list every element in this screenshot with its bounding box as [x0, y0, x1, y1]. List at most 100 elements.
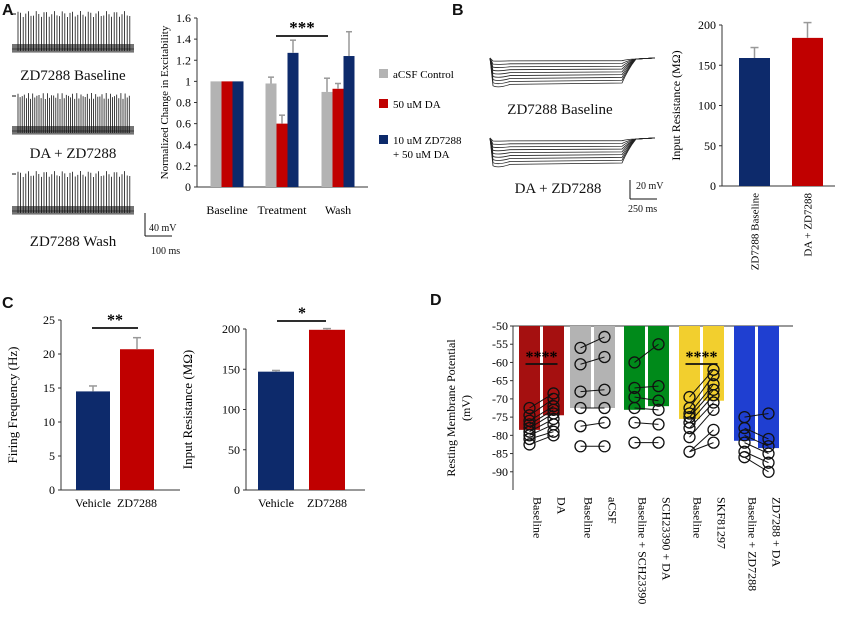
bar — [210, 81, 222, 187]
significance-marker: **** — [686, 349, 718, 366]
data-point — [598, 440, 611, 453]
y-axis-label-unit: (mV) — [459, 395, 473, 421]
y-tick-label: -55 — [492, 337, 508, 351]
x-tick-label: ZD7288 — [307, 496, 347, 510]
data-point — [683, 421, 696, 435]
trace-sweep — [489, 137, 656, 145]
bar — [570, 326, 591, 408]
data-point — [762, 432, 775, 446]
data-point — [707, 369, 720, 382]
data-point — [762, 456, 775, 469]
bar — [120, 349, 154, 490]
trace-label-b-da: DA + ZD7288 — [515, 181, 602, 197]
data-point — [738, 451, 751, 464]
y-tick-label: 0 — [710, 179, 716, 193]
y-tick-label: -65 — [492, 374, 508, 388]
data-point — [707, 436, 720, 449]
pair-line — [529, 423, 554, 436]
y-tick-label: 5 — [49, 449, 55, 463]
data-point — [523, 429, 536, 442]
data-point — [762, 440, 775, 453]
pair-line — [689, 442, 714, 453]
trace-sweep — [489, 57, 656, 65]
data-point — [574, 341, 587, 355]
y-tick-label: 50 — [704, 139, 716, 153]
significance-marker: *** — [289, 18, 315, 37]
y-tick-label: -60 — [492, 355, 508, 369]
x-tick-label: DA — [555, 497, 569, 515]
legend-swatch — [379, 99, 388, 108]
bar — [309, 329, 345, 490]
y-tick-label: 200 — [698, 18, 716, 32]
x-tick-label: Baseline — [206, 203, 247, 217]
data-point — [707, 423, 720, 437]
y-tick-label: 0.2 — [176, 159, 191, 173]
trace-sweep — [489, 57, 656, 68]
trace-sweep — [489, 137, 656, 152]
y-axis-label: Input Resistance (MΩ) — [180, 350, 195, 469]
data-point — [547, 412, 560, 426]
y-tick-label: 1.6 — [176, 11, 191, 25]
legend-label: aCSF Control — [393, 69, 454, 81]
y-tick-label: 0.6 — [176, 117, 191, 131]
data-point — [652, 418, 665, 431]
legend-label: + 50 uM DA — [393, 149, 450, 161]
scale-bar-b — [629, 180, 657, 200]
y-tick-label: -85 — [492, 447, 508, 461]
pair-line — [744, 456, 769, 473]
y-tick-label: 0 — [49, 483, 55, 497]
x-tick-label: Vehicle — [75, 496, 111, 510]
data-point — [598, 383, 611, 396]
y-tick-label: 100 — [698, 99, 716, 113]
scale-bar-a — [144, 213, 172, 237]
data-point — [523, 432, 536, 446]
data-point — [523, 425, 536, 438]
y-tick-label: -70 — [492, 392, 508, 406]
pair-line — [634, 407, 659, 411]
y-tick-label: 15 — [43, 381, 55, 395]
significance-marker: * — [298, 305, 306, 322]
y-tick-label: 100 — [222, 403, 240, 417]
panel-letter-b: B — [452, 2, 464, 19]
trace-sweep — [489, 137, 656, 155]
data-point — [652, 338, 665, 351]
x-tick-label: ZD7288 Baseline — [750, 193, 762, 270]
data-point — [598, 350, 611, 364]
pair-line — [634, 385, 659, 389]
panel-letter-c: C — [2, 295, 14, 312]
data-point — [598, 330, 611, 344]
data-point — [707, 389, 720, 402]
data-point — [574, 440, 587, 453]
bar — [321, 91, 333, 187]
pair-line — [580, 422, 605, 427]
trace-spikes — [17, 171, 131, 213]
x-tick-label: DA + ZD7288 — [803, 193, 815, 257]
trace-label-zd7288-baseline: ZD7288 Baseline — [20, 68, 126, 84]
data-point — [762, 465, 775, 478]
trace-spikes — [17, 93, 130, 133]
trace-label-b-baseline: ZD7288 Baseline — [507, 102, 613, 118]
scale-bar-a-time: 100 ms — [151, 246, 180, 257]
x-tick-label: ZD7288 — [117, 496, 157, 510]
data-point — [683, 445, 696, 458]
pair-line — [744, 412, 769, 418]
y-tick-label: 150 — [698, 58, 716, 72]
pair-line — [634, 396, 659, 402]
y-axis-label: Normalized Change in Excitability — [159, 25, 171, 179]
panel-letter-a: A — [2, 2, 14, 19]
significance-marker: **** — [526, 349, 558, 366]
data-point — [598, 401, 611, 415]
pair-line — [634, 422, 659, 425]
legend-label: 10 uM ZD7288 — [393, 135, 462, 147]
pair-line — [744, 427, 769, 440]
data-point — [523, 409, 536, 422]
bar — [332, 88, 344, 187]
pair-line — [580, 356, 605, 365]
data-point — [574, 401, 587, 415]
legend-label: 50 uM DA — [393, 99, 441, 111]
trace-sweep — [489, 57, 656, 88]
y-tick-label: 20 — [43, 347, 55, 361]
data-point — [547, 403, 560, 416]
data-point — [707, 396, 720, 409]
